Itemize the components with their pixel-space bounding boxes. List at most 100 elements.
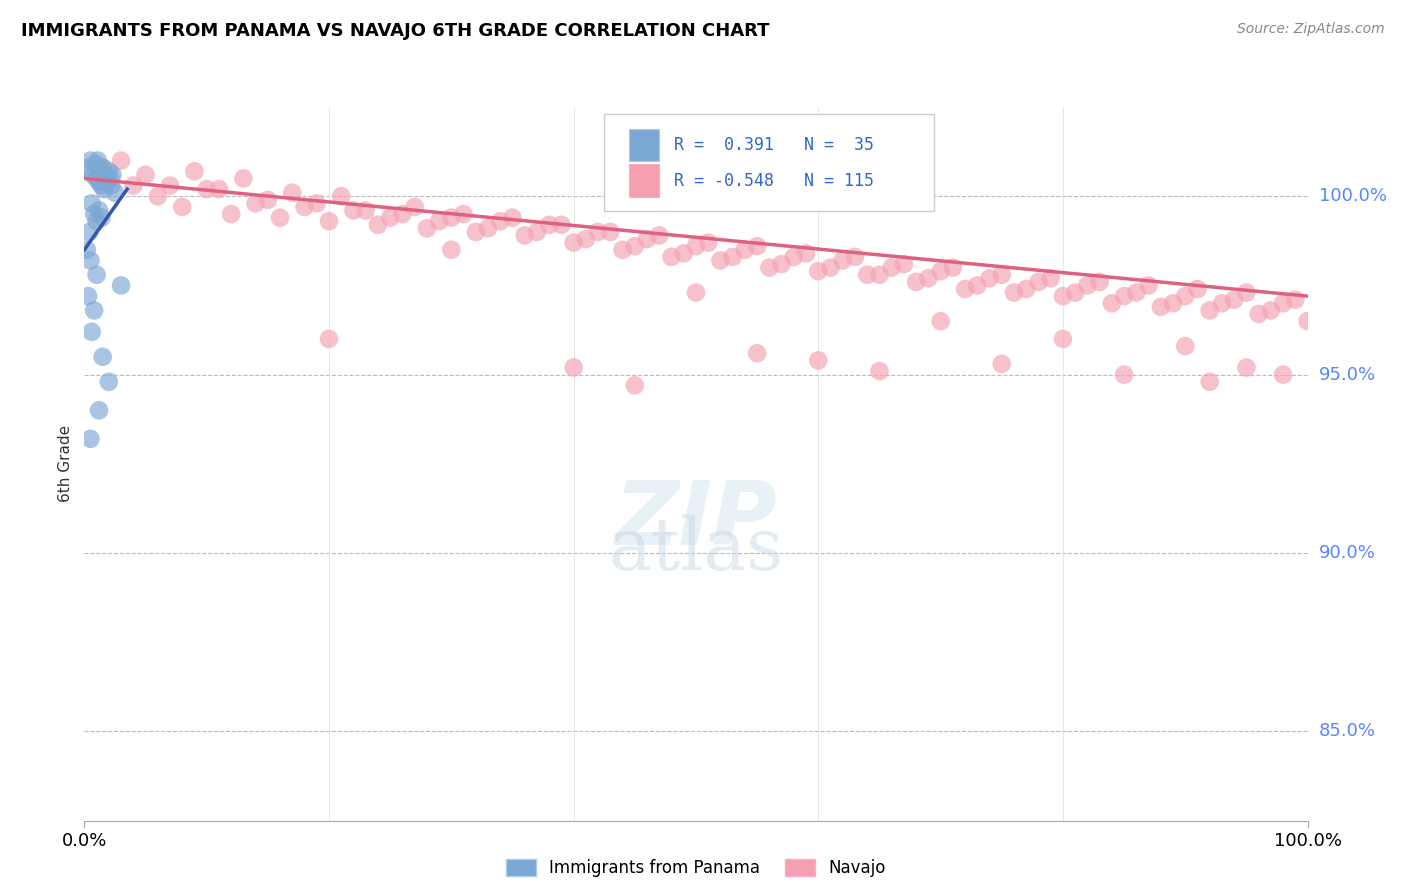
Text: ZIP: ZIP — [614, 477, 778, 565]
Point — [318, 214, 340, 228]
Point — [1114, 289, 1136, 303]
Point — [1174, 289, 1197, 303]
Point — [942, 260, 965, 275]
Point — [87, 153, 110, 168]
Point — [86, 214, 108, 228]
Point — [636, 232, 658, 246]
Point — [1187, 282, 1209, 296]
Point — [89, 164, 111, 178]
Point — [172, 200, 194, 214]
Point — [96, 175, 118, 189]
Legend: Immigrants from Panama, Navajo: Immigrants from Panama, Navajo — [499, 852, 893, 884]
Point — [1272, 296, 1295, 310]
Point — [661, 250, 683, 264]
Point — [807, 353, 830, 368]
Point — [93, 182, 115, 196]
Point — [880, 260, 903, 275]
Point — [1272, 368, 1295, 382]
Point — [1211, 296, 1233, 310]
Point — [501, 211, 523, 225]
Point — [91, 161, 114, 175]
Point — [159, 178, 181, 193]
Point — [208, 182, 231, 196]
Point — [807, 264, 830, 278]
Point — [624, 239, 647, 253]
FancyBboxPatch shape — [628, 128, 659, 161]
Point — [83, 207, 105, 221]
Text: atlas: atlas — [609, 514, 783, 585]
Point — [477, 221, 499, 235]
Point — [1223, 293, 1246, 307]
Point — [747, 239, 769, 253]
Point — [489, 214, 512, 228]
Point — [1088, 275, 1111, 289]
Point — [1101, 296, 1123, 310]
Point — [91, 350, 114, 364]
Point — [100, 178, 122, 193]
Point — [367, 218, 389, 232]
Point — [562, 360, 585, 375]
Point — [1125, 285, 1147, 300]
Point — [905, 275, 928, 289]
Point — [391, 207, 413, 221]
Point — [94, 168, 117, 182]
Point — [82, 168, 104, 182]
Point — [893, 257, 915, 271]
Point — [1284, 293, 1306, 307]
Point — [464, 225, 486, 239]
Point — [685, 285, 707, 300]
Point — [1260, 303, 1282, 318]
Point — [97, 164, 120, 178]
Point — [87, 403, 110, 417]
Point — [1198, 303, 1220, 318]
Point — [257, 193, 280, 207]
Point — [550, 218, 572, 232]
FancyBboxPatch shape — [605, 114, 935, 211]
Point — [195, 182, 218, 196]
Point — [869, 364, 891, 378]
Text: 100.0%: 100.0% — [1319, 187, 1386, 205]
Point — [76, 243, 98, 257]
Point — [1052, 289, 1074, 303]
Point — [77, 225, 100, 239]
Text: Source: ZipAtlas.com: Source: ZipAtlas.com — [1237, 22, 1385, 37]
Point — [1161, 296, 1184, 310]
Point — [135, 168, 157, 182]
Point — [856, 268, 879, 282]
Point — [1247, 307, 1270, 321]
Point — [1015, 282, 1038, 296]
Point — [330, 189, 353, 203]
Point — [122, 178, 145, 193]
Point — [104, 186, 127, 200]
Point — [86, 268, 108, 282]
Point — [685, 239, 707, 253]
Point — [770, 257, 793, 271]
Point — [929, 314, 952, 328]
Point — [844, 250, 866, 264]
Point — [453, 207, 475, 221]
Point — [110, 153, 132, 168]
Point — [86, 171, 108, 186]
Point — [342, 203, 364, 218]
Point — [269, 211, 291, 225]
Point — [404, 200, 426, 214]
Point — [294, 200, 316, 214]
Point — [538, 218, 561, 232]
Text: 95.0%: 95.0% — [1319, 366, 1376, 384]
Point — [1150, 300, 1173, 314]
Point — [734, 243, 756, 257]
Point — [991, 268, 1014, 282]
Point — [79, 153, 101, 168]
Point — [1064, 285, 1087, 300]
Point — [624, 378, 647, 392]
Point — [648, 228, 671, 243]
Point — [513, 228, 536, 243]
Point — [245, 196, 267, 211]
Point — [232, 171, 254, 186]
Point — [979, 271, 1001, 285]
Point — [672, 246, 695, 260]
Point — [1002, 285, 1025, 300]
Point — [87, 203, 110, 218]
Point — [77, 289, 100, 303]
Point — [183, 164, 205, 178]
